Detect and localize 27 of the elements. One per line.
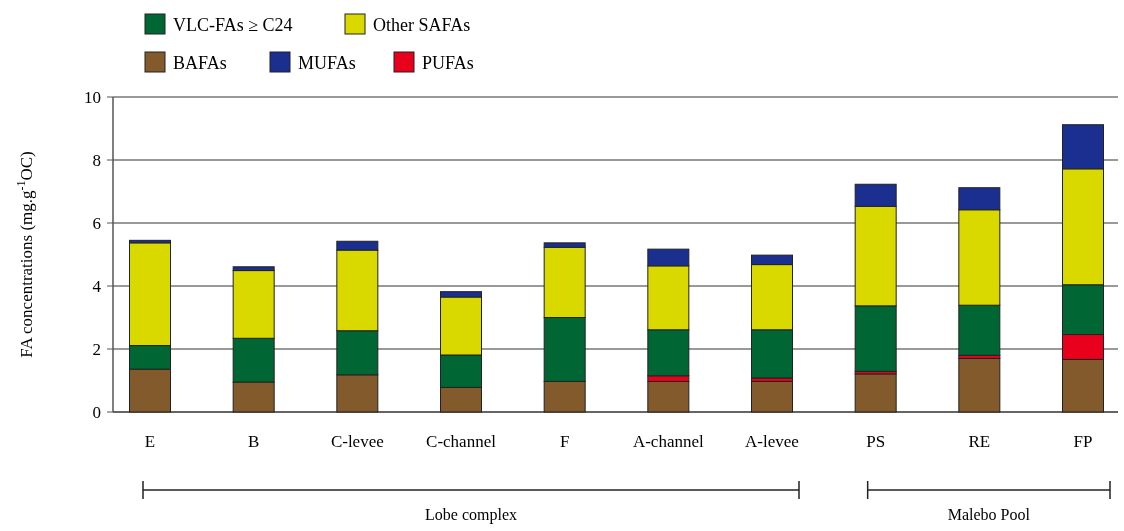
x-tick-label: E (144, 432, 156, 451)
x-tick-label: C-levee (330, 432, 384, 451)
y-tick-label: 4 (92, 276, 102, 296)
x-tick-label: F (559, 432, 570, 451)
text: Lobe complex (425, 506, 517, 524)
y-tick-label: 10 (84, 87, 101, 107)
x-tick-label: C-channel (426, 432, 497, 451)
legend-label: VLC-FAs ≥ C24 (173, 15, 293, 35)
legend-label: PUFAs (422, 53, 474, 73)
bar (751, 380, 793, 413)
legend-label: MUFAs (298, 53, 356, 73)
y-tick-label: 2 (92, 339, 101, 359)
x-tick-label: A-levee (745, 432, 799, 451)
x-tick-label: B (247, 432, 260, 451)
y-tick-label: 6 (92, 213, 101, 233)
legend-label: Other SAFAs (373, 15, 471, 35)
text: Malebo Pool (947, 506, 1031, 523)
y-tick-label: 0 (92, 402, 101, 422)
x-tick-label: FP (1073, 432, 1093, 451)
bar (958, 357, 1001, 413)
bar (647, 380, 690, 413)
legend-label: BAFAs (173, 53, 227, 73)
y-tick-label: 8 (92, 150, 101, 170)
bar (854, 373, 897, 413)
x-tick-label: PS (866, 432, 886, 451)
x-tick-label: RE (968, 432, 991, 451)
x-tick-label: A-channel (632, 432, 704, 451)
